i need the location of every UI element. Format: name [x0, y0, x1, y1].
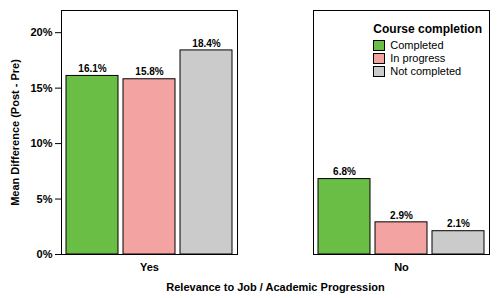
- svg-text:15%: 15%: [30, 82, 52, 94]
- svg-text:18.4%: 18.4%: [192, 38, 220, 49]
- svg-text:16.1%: 16.1%: [78, 63, 106, 74]
- svg-text:10%: 10%: [30, 137, 52, 149]
- svg-text:Yes: Yes: [140, 261, 159, 273]
- svg-text:Relevance to Job / Academic Pr: Relevance to Job / Academic Progression: [166, 281, 385, 293]
- svg-text:15.8%: 15.8%: [135, 66, 163, 77]
- svg-text:0%: 0%: [37, 248, 53, 260]
- svg-text:6.8%: 6.8%: [333, 166, 356, 177]
- html-text:In progress: In progress: [390, 52, 446, 64]
- svg-text:2.9%: 2.9%: [390, 210, 413, 221]
- html-text:Completed: Completed: [390, 39, 444, 51]
- svg-text:20%: 20%: [30, 26, 52, 38]
- svg-text:No: No: [394, 261, 409, 273]
- html-text:Course completion: Course completion: [373, 22, 482, 36]
- svg-text:5%: 5%: [37, 193, 53, 205]
- svg-text:Mean Difference (Post - Pre): Mean Difference (Post - Pre): [9, 59, 21, 206]
- html-text:Not completed: Not completed: [390, 65, 462, 77]
- svg-text:2.1%: 2.1%: [447, 218, 470, 229]
